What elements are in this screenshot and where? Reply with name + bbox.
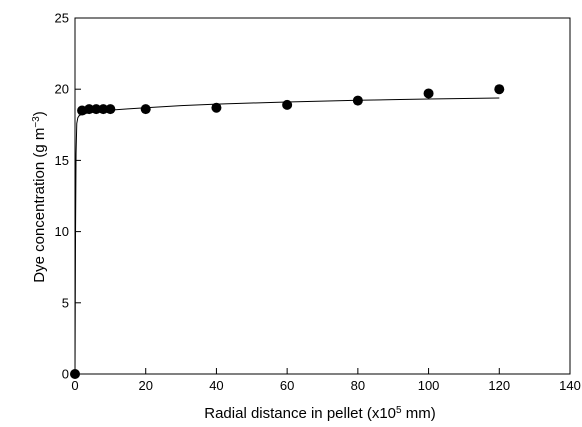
data-point <box>70 369 80 379</box>
y-axis-title-superscript: −3 <box>31 116 42 128</box>
y-tick-label: 20 <box>55 82 69 97</box>
y-axis-title-tail: ) <box>31 111 48 116</box>
fitted-curve-layer <box>74 97 500 375</box>
x-tick-label: 140 <box>559 378 581 393</box>
data-point <box>105 104 116 115</box>
x-tick-label: 40 <box>209 378 223 393</box>
y-axis-title: Dye concentration (g m−3) <box>31 111 49 282</box>
data-point <box>140 104 151 115</box>
x-tick-label: 80 <box>351 378 365 393</box>
data-point <box>91 104 102 115</box>
x-tick-label: 60 <box>280 378 294 393</box>
data-point <box>211 102 222 113</box>
y-tick-labels: 0 5 10 15 20 25 <box>55 11 69 382</box>
y-tick-label: 15 <box>55 153 69 168</box>
plot-border <box>74 17 571 375</box>
x-tick-label: 120 <box>488 378 510 393</box>
x-axis-title: Radial distance in pellet (x105 mm) <box>204 405 436 423</box>
y-axis-title-main: Dye concentration (g m <box>31 128 48 283</box>
data-points-layer <box>70 84 505 379</box>
axis-ticks <box>74 17 571 375</box>
x-tick-label: 20 <box>138 378 152 393</box>
data-point <box>352 95 363 106</box>
data-point <box>98 104 109 115</box>
y-tick-label: 25 <box>55 11 69 26</box>
plot-frame <box>74 17 571 375</box>
y-tick-label: 10 <box>55 224 69 239</box>
x-axis-title-main: Radial distance in pellet (x10 <box>204 405 396 422</box>
data-point <box>282 99 293 110</box>
x-tick-labels: 0 20 40 60 80 100 120 140 <box>71 378 580 393</box>
y-tick-label: 5 <box>62 295 69 310</box>
y-tick-label: 0 <box>62 367 69 382</box>
fitted-curve <box>74 97 500 375</box>
x-tick-label: 0 <box>71 378 78 393</box>
data-point <box>423 88 434 99</box>
x-axis-title-tail: mm) <box>402 405 436 422</box>
data-point <box>494 84 505 95</box>
x-tick-label: 100 <box>418 378 440 393</box>
data-point <box>84 104 95 115</box>
x-axis-title-superscript: 5 <box>396 405 402 416</box>
